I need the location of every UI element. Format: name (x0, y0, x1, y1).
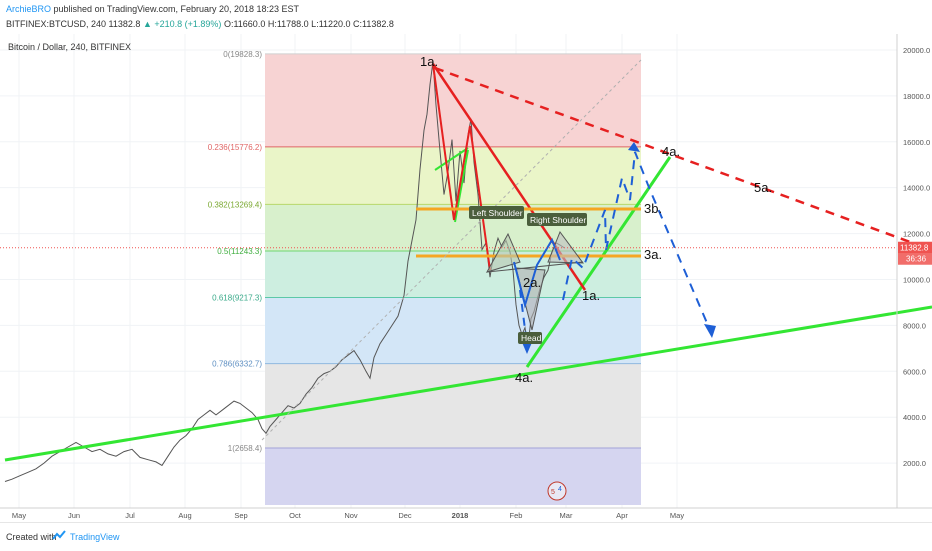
price-change: +210.8 (+1.89%) (154, 19, 222, 29)
red-dashed-resistance[interactable] (434, 66, 932, 252)
x-tick-label: Dec (398, 511, 412, 520)
fib-band (265, 363, 641, 448)
fib-level-label: 1(2658.4) (228, 444, 263, 453)
chart-area[interactable]: 0(19828.3) 0.236(15776.2) 0.382(13269.4) 0.… (0, 34, 932, 521)
fib-level-label: 0.382(13269.4) (208, 200, 263, 209)
right-shoulder-text: Right Shoulder (530, 215, 586, 225)
fib-band (265, 447, 641, 505)
label-1a-top: 1a. (420, 54, 438, 69)
right-shoulder-tag (527, 213, 587, 226)
y-tick-label: 18000.0 (903, 92, 930, 101)
economic-event-flag-icon[interactable] (547, 481, 567, 501)
created-with-text: Created with (6, 532, 57, 542)
up-arrow-icon: ▲ (142, 19, 152, 29)
arrow-head-top-icon (628, 142, 640, 152)
label-5a: 5a. (754, 180, 772, 195)
head-text: Head (521, 333, 542, 343)
x-tick-label: Sep (234, 511, 247, 520)
x-tick-label: 2018 (452, 511, 469, 520)
fib-level-label: 0.786(6332.7) (212, 360, 262, 369)
countdown-label: 36:36 (906, 255, 927, 264)
last-price-label: 11382.8 (900, 244, 929, 253)
blue-wave-projection (562, 151, 711, 331)
footer: Created with TradingView (0, 522, 932, 551)
y-tick-label: 6000.0 (903, 367, 926, 376)
countdown-badge (898, 253, 932, 265)
fib-level-label: 0.618(9217.3) (212, 293, 262, 302)
arrow-head-target-icon (704, 324, 716, 338)
chart-svg[interactable]: 0(19828.3) 0.236(15776.2) 0.382(13269.4) 0.… (0, 34, 932, 521)
ohlc-values: O:11660.0 H:11788.0 L:11220.0 C:11382.8 (223, 19, 394, 29)
fib-band (265, 297, 641, 364)
label-4a-top: 4a. (662, 144, 680, 159)
y-tick-label: 2000.0 (903, 459, 926, 468)
x-tick-label: Feb (510, 511, 523, 520)
symbol-info: BITFINEX:BTCUSD, 240 11382.8 ▲ +210.8 (+… (6, 19, 394, 29)
x-tick-label: Aug (178, 511, 191, 520)
y-tick-label: 12000.0 (903, 230, 930, 239)
published-text: published on TradingView.com, February 2… (53, 4, 300, 14)
x-tick-label: May (670, 511, 684, 520)
chart-title: Bitcoin / Dollar, 240, BITFINEX (8, 42, 131, 52)
neckline (486, 261, 584, 273)
x-tick-label: Mar (560, 511, 573, 520)
label-3b: 3b. (644, 201, 662, 216)
tradingview-brand[interactable]: TradingView (70, 532, 120, 542)
author-link[interactable]: ArchieBRO (6, 4, 52, 14)
red-wave-zigzag (432, 63, 491, 271)
blue-wave-solid (513, 237, 561, 309)
price-axis[interactable]: 20000.0 18000.0 16000.0 14000.0 12000.0 10000… (903, 46, 930, 468)
fib-level-label: 0.5(11243.3) (217, 247, 262, 256)
y-tick-label: 8000.0 (903, 321, 926, 330)
y-tick-label: 20000.0 (903, 46, 930, 55)
symbol-line: BITFINEX:BTCUSD, 240 (6, 19, 107, 29)
publish-info: ArchieBRO published on TradingView.com, … (6, 4, 299, 14)
last-price: 11382.8 (108, 19, 141, 29)
label-4a-bottom: 4a. (515, 370, 533, 385)
green-support-trendline[interactable] (4, 305, 932, 462)
event-badge-a: 5 (551, 489, 555, 496)
y-tick-label: 14000.0 (903, 184, 930, 193)
x-tick-label: Jul (125, 511, 135, 520)
label-2a: 2a. (523, 275, 541, 290)
head-tag (518, 332, 542, 344)
x-tick-label: May (12, 511, 26, 520)
green-wave-trendline[interactable] (525, 156, 672, 368)
x-tick-label: Apr (616, 511, 628, 520)
left-shoulder-text: Left Shoulder (472, 208, 523, 218)
event-badge-b: 4 (558, 486, 562, 493)
fib-level-label: 0(19828.3) (223, 50, 262, 59)
tradingview-logo-icon[interactable] (52, 529, 68, 543)
green-wave-segment-2 (434, 147, 469, 171)
chart-header: ArchieBRO published on TradingView.com, … (0, 0, 932, 32)
time-axis[interactable]: May Jun Jul Aug Sep Oct Nov Dec 2018 Feb Mar Apr May (12, 511, 684, 520)
label-3a: 3a. (644, 247, 662, 262)
y-tick-label: 10000.0 (903, 275, 930, 284)
y-tick-label: 16000.0 (903, 138, 930, 147)
label-1a-bottom: 1a. (582, 288, 600, 303)
fib-level-label: 0.236(15776.2) (208, 143, 263, 152)
fib-band (265, 53, 641, 147)
y-tick-label: 4000.0 (903, 413, 926, 422)
x-tick-label: Nov (344, 511, 358, 520)
left-shoulder-tag (469, 206, 524, 219)
x-tick-label: Oct (289, 511, 302, 520)
x-tick-label: Jun (68, 511, 80, 520)
last-price-badge (898, 241, 932, 254)
